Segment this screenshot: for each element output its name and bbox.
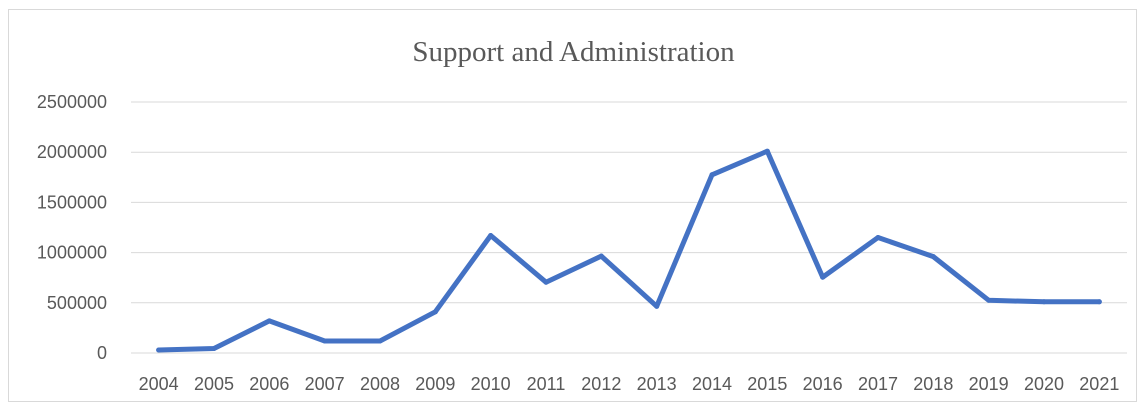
data-point: [432, 309, 438, 315]
gridlines: [131, 101, 1127, 354]
data-point: [1041, 299, 1047, 305]
y-tick-label: 1000000: [37, 243, 107, 263]
data-point: [543, 279, 549, 285]
x-tick-label: 2004: [139, 374, 179, 394]
chart-frame: [8, 9, 1137, 402]
series-layer: [156, 148, 1102, 353]
y-axis-ticks: 0 500000 1000000 1500000 2000000 2500000: [37, 92, 107, 363]
data-point: [377, 338, 383, 344]
x-tick-label: 2021: [1079, 374, 1119, 394]
y-tick-label: 2500000: [37, 92, 107, 112]
x-tick-label: 2015: [747, 374, 787, 394]
x-tick-label: 2014: [692, 374, 732, 394]
x-tick-label: 2017: [858, 374, 898, 394]
data-point: [709, 172, 715, 178]
data-point: [654, 303, 660, 309]
data-point: [156, 347, 162, 353]
data-point: [1096, 299, 1102, 305]
x-tick-label: 2018: [913, 374, 953, 394]
data-point: [764, 148, 770, 154]
y-tick-label: 1500000: [37, 192, 107, 212]
x-tick-label: 2007: [305, 374, 345, 394]
x-axis-ticks: 2004 2005 2006 2007 2008 2009 2010 2011 2012 2013…: [139, 374, 1120, 394]
x-tick-label: 2020: [1024, 374, 1064, 394]
data-point: [266, 318, 272, 324]
data-point: [211, 345, 217, 351]
x-tick-label: 2008: [360, 374, 400, 394]
data-point: [820, 274, 826, 280]
data-point: [322, 338, 328, 344]
x-tick-label: 2009: [415, 374, 455, 394]
x-tick-label: 2016: [803, 374, 843, 394]
x-tick-label: 2012: [581, 374, 621, 394]
y-tick-label: 2000000: [37, 142, 107, 162]
x-tick-label: 2019: [969, 374, 1009, 394]
x-tick-label: 2005: [194, 374, 234, 394]
y-tick-label: 0: [97, 343, 107, 363]
data-point: [875, 235, 881, 241]
x-tick-label: 2006: [249, 374, 289, 394]
y-tick-label: 500000: [47, 293, 107, 313]
x-tick-label: 2013: [637, 374, 677, 394]
series-line: [156, 148, 1102, 353]
x-tick-label: 2010: [471, 374, 511, 394]
x-tick-label: 2011: [527, 374, 566, 394]
data-point: [986, 297, 992, 303]
data-point: [930, 254, 936, 260]
data-point: [598, 253, 604, 259]
chart-title: Support and Administration: [412, 36, 735, 68]
data-point: [488, 233, 494, 239]
